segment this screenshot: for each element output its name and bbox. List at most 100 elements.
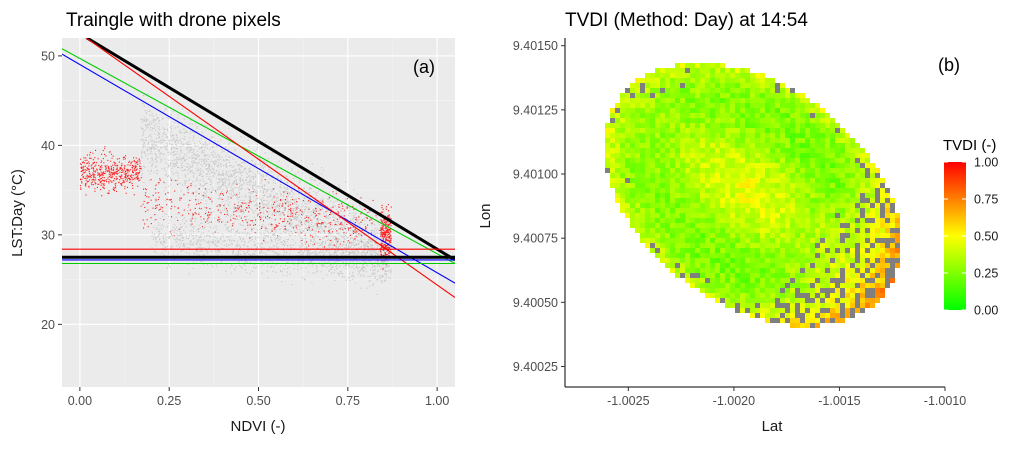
tvdi-cells bbox=[895, 248, 900, 253]
dry-edge-line-0 bbox=[86, 38, 455, 262]
x-tick-label: -1.0015 bbox=[818, 394, 860, 408]
tvdi-cells bbox=[840, 318, 845, 323]
tvdi-cells bbox=[880, 283, 885, 288]
tvdi-cells bbox=[860, 303, 865, 308]
tvdi-cells bbox=[800, 143, 805, 148]
y-tick-label: 9.40125 bbox=[513, 103, 558, 117]
colorbar-tick-label: 1.00 bbox=[974, 156, 998, 170]
y-tick-label: 9.40150 bbox=[513, 39, 558, 53]
tvdi-cells bbox=[870, 193, 890, 238]
y-tick-label: 20 bbox=[41, 318, 55, 332]
tvdi-raster bbox=[605, 63, 900, 328]
tvdi-cells bbox=[790, 323, 795, 328]
tvdi-cells bbox=[835, 318, 840, 323]
y-axis-b-label: Lon bbox=[477, 203, 494, 228]
colorbar-tick-label: 0.25 bbox=[974, 267, 998, 281]
tvdi-cells bbox=[745, 198, 750, 203]
tvdi-cells bbox=[780, 193, 785, 198]
tvdi-cells bbox=[620, 113, 855, 313]
tvdi-cells bbox=[845, 288, 850, 293]
x-tick-label: 0.75 bbox=[336, 394, 360, 408]
colorbar-tick-label: 0.50 bbox=[974, 230, 998, 244]
tvdi-cells bbox=[785, 128, 810, 158]
tvdi-cells bbox=[825, 298, 830, 303]
tvdi-cells bbox=[865, 243, 895, 268]
tvdi-cells bbox=[890, 278, 895, 283]
x-tick-label: -1.0010 bbox=[924, 394, 966, 408]
tvdi-cells bbox=[795, 318, 800, 323]
tvdi-cells bbox=[895, 238, 900, 243]
tvdi-cells bbox=[700, 233, 735, 273]
tvdi-cells bbox=[885, 213, 890, 218]
chart-a-title: Traingle with drone pixels bbox=[66, 10, 281, 31]
y-tick-label: 30 bbox=[41, 228, 55, 242]
panel-b: TVDI (Method: Day) at 14:54 -1.0025 -1.00… bbox=[477, 10, 966, 435]
tvdi-cells bbox=[835, 313, 840, 318]
tvdi-cells bbox=[835, 203, 890, 308]
y-tick-label: 40 bbox=[41, 139, 55, 153]
panel-a-label: (a) bbox=[413, 57, 435, 77]
tvdi-cells bbox=[850, 288, 855, 293]
x-tick-label: -1.0025 bbox=[607, 394, 649, 408]
y-tick-label: 9.40100 bbox=[513, 168, 558, 182]
tvdi-cells bbox=[695, 253, 750, 283]
tvdi-cells bbox=[875, 278, 880, 283]
x-axis-b-label: Lat bbox=[762, 418, 784, 435]
tvdi-cells bbox=[870, 253, 895, 303]
point-cloud-0 bbox=[140, 93, 392, 296]
tvdi-cells bbox=[890, 248, 895, 253]
scatter-points bbox=[79, 93, 392, 296]
tvdi-cells bbox=[880, 223, 885, 228]
tvdi-cells bbox=[895, 253, 900, 258]
tvdi-cells bbox=[860, 298, 865, 303]
tvdi-cells bbox=[880, 263, 885, 268]
tvdi-cells bbox=[885, 223, 900, 233]
tvdi-cells bbox=[850, 268, 880, 308]
legend-title: TVDI (-) bbox=[943, 137, 996, 154]
panel-b-label: (b) bbox=[938, 55, 960, 75]
point-cloud-1 bbox=[79, 146, 392, 270]
tvdi-cells bbox=[870, 303, 875, 308]
dry-edge-line-2 bbox=[62, 48, 455, 264]
tvdi-cells bbox=[860, 288, 865, 293]
tvdi-cells bbox=[845, 278, 850, 283]
tvdi-cells bbox=[815, 323, 820, 328]
tvdi-cells bbox=[625, 113, 850, 298]
tvdi-cells bbox=[725, 253, 730, 258]
axis-b-ticks: -1.0025 -1.0020 -1.0015 -1.0010 9.40025 9.400… bbox=[513, 39, 966, 408]
colorbar-legend: TVDI (-) 1.00 0.75 0.50 0.25 0.00 bbox=[943, 137, 998, 318]
tvdi-cells bbox=[665, 198, 670, 203]
x-tick-label: 0.00 bbox=[68, 394, 92, 408]
axis-a-ticks: 0.00 0.25 0.50 0.75 1.00 20 30 40 50 bbox=[41, 49, 449, 408]
panel-a: Traingle with drone pixels 0.00 0.25 0.50 0… bbox=[9, 10, 455, 435]
tvdi-cells bbox=[895, 213, 900, 218]
tvdi-cells bbox=[875, 293, 880, 298]
tvdi-cells bbox=[620, 103, 855, 298]
tvdi-cells bbox=[850, 298, 855, 303]
colorbar-tick-label: 0.75 bbox=[974, 193, 998, 207]
tvdi-cells bbox=[645, 113, 820, 263]
edge-lines bbox=[62, 38, 455, 298]
y-axis-a-label: LST:Day (°C) bbox=[9, 169, 26, 257]
x-tick-label: -1.0020 bbox=[713, 394, 755, 408]
tvdi-cells bbox=[640, 98, 840, 283]
tvdi-cells bbox=[880, 258, 885, 263]
dry-edge-line-1 bbox=[62, 53, 455, 284]
tvdi-cells bbox=[845, 293, 850, 298]
tvdi-cells bbox=[885, 208, 890, 213]
tvdi-cells bbox=[740, 278, 745, 283]
tvdi-cells bbox=[870, 243, 885, 288]
tvdi-cells bbox=[875, 298, 880, 303]
tvdi-cells bbox=[610, 73, 855, 308]
x-axis-a-label: NDVI (-) bbox=[231, 418, 286, 435]
dry-edge-line-3 bbox=[85, 38, 455, 298]
tvdi-cells bbox=[805, 323, 810, 328]
tvdi-cells bbox=[630, 98, 805, 278]
tvdi-cells bbox=[880, 278, 885, 283]
tvdi-cells bbox=[845, 308, 850, 313]
y-tick-label: 9.40025 bbox=[513, 360, 558, 374]
tvdi-cells bbox=[895, 233, 900, 238]
x-tick-label: 0.50 bbox=[246, 394, 270, 408]
x-tick-label: 1.00 bbox=[425, 394, 449, 408]
